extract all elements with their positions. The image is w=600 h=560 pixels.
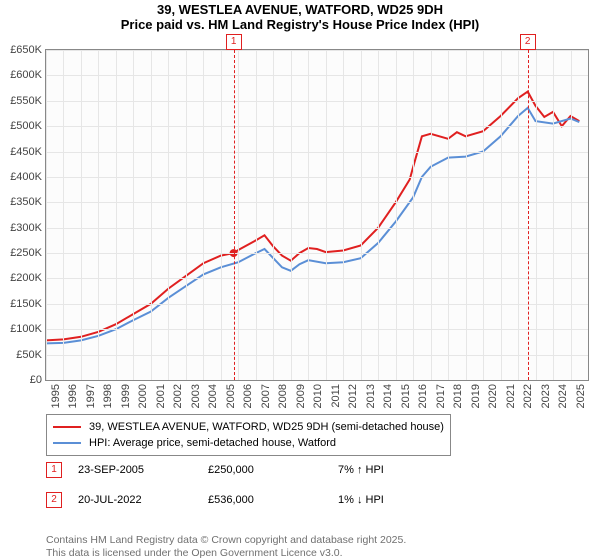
sale-price: £536,000 bbox=[208, 494, 338, 506]
x-tick-label: 2024 bbox=[557, 384, 569, 408]
x-tick-label: 2022 bbox=[522, 384, 534, 408]
x-tick-label: 2000 bbox=[137, 384, 149, 408]
x-tick-label: 2009 bbox=[295, 384, 307, 408]
x-tick-label: 2017 bbox=[435, 384, 447, 408]
x-tick-label: 2018 bbox=[452, 384, 464, 408]
x-tick-label: 1999 bbox=[120, 384, 132, 408]
x-tick-label: 2002 bbox=[172, 384, 184, 408]
y-tick-label: £550K bbox=[10, 95, 42, 107]
sale-price: £250,000 bbox=[208, 464, 338, 476]
y-tick-label: £350K bbox=[10, 196, 42, 208]
y-tick-label: £200K bbox=[10, 272, 42, 284]
legend-text: HPI: Average price, semi-detached house,… bbox=[89, 435, 336, 451]
x-tick-label: 2011 bbox=[330, 384, 342, 408]
chart-svg bbox=[46, 50, 588, 380]
y-axis: £0£50K£100K£150K£200K£250K£300K£350K£400… bbox=[0, 50, 46, 380]
legend-text: 39, WESTLEA AVENUE, WATFORD, WD25 9DH (s… bbox=[89, 419, 444, 435]
x-tick-label: 1996 bbox=[67, 384, 79, 408]
x-tick-label: 2007 bbox=[260, 384, 272, 408]
x-tick-label: 2012 bbox=[347, 384, 359, 408]
sale-delta: 1% ↓ HPI bbox=[338, 494, 458, 506]
sale-delta: 7% ↑ HPI bbox=[338, 464, 458, 476]
footer-line: This data is licensed under the Open Gov… bbox=[46, 547, 406, 560]
sale-marker-label: 1 bbox=[226, 34, 242, 50]
chart-subtitle: Price paid vs. HM Land Registry's House … bbox=[0, 17, 600, 32]
sale-marker-line bbox=[234, 50, 235, 380]
footer-line: Contains HM Land Registry data © Crown c… bbox=[46, 534, 406, 547]
x-tick-label: 2006 bbox=[242, 384, 254, 408]
y-tick-label: £100K bbox=[10, 323, 42, 335]
y-tick-label: £450K bbox=[10, 146, 42, 158]
sale-date: 23-SEP-2005 bbox=[78, 464, 208, 476]
y-tick-label: £600K bbox=[10, 69, 42, 81]
x-tick-label: 1998 bbox=[102, 384, 114, 408]
x-tick-label: 2016 bbox=[417, 384, 429, 408]
x-tick-label: 2019 bbox=[470, 384, 482, 408]
x-tick-label: 2005 bbox=[225, 384, 237, 408]
x-axis: 1995 1996 1997 1998 1999 2000 2001 2002 2003 2004… bbox=[46, 384, 588, 414]
x-tick-label: 2003 bbox=[190, 384, 202, 408]
sale-row-marker: 2 bbox=[46, 492, 62, 508]
y-tick-label: £0 bbox=[30, 374, 42, 386]
plot-area bbox=[46, 50, 588, 380]
y-tick-label: £300K bbox=[10, 222, 42, 234]
legend-row: HPI: Average price, semi-detached house,… bbox=[53, 435, 444, 451]
sale-marker-line bbox=[528, 50, 529, 380]
x-tick-label: 2015 bbox=[400, 384, 412, 408]
chart-title: 39, WESTLEA AVENUE, WATFORD, WD25 9DH bbox=[0, 2, 600, 17]
y-tick-label: £500K bbox=[10, 120, 42, 132]
series-line bbox=[46, 108, 579, 344]
x-tick-label: 2010 bbox=[312, 384, 324, 408]
x-tick-label: 2001 bbox=[155, 384, 167, 408]
sale-row: 2 20-JUL-2022£536,0001% ↓ HPI bbox=[46, 492, 458, 508]
legend-swatch bbox=[53, 426, 81, 428]
x-tick-label: 1997 bbox=[85, 384, 97, 408]
chart-title-block: 39, WESTLEA AVENUE, WATFORD, WD25 9DHPri… bbox=[0, 0, 600, 32]
x-tick-label: 2008 bbox=[277, 384, 289, 408]
y-tick-label: £650K bbox=[10, 44, 42, 56]
attribution-footer: Contains HM Land Registry data © Crown c… bbox=[46, 534, 406, 560]
x-tick-label: 1995 bbox=[50, 384, 62, 408]
sale-row-marker: 1 bbox=[46, 462, 62, 478]
sale-date: 20-JUL-2022 bbox=[78, 494, 208, 506]
legend: 39, WESTLEA AVENUE, WATFORD, WD25 9DH (s… bbox=[46, 414, 451, 456]
x-tick-label: 2020 bbox=[487, 384, 499, 408]
sale-row: 1 23-SEP-2005£250,0007% ↑ HPI bbox=[46, 462, 458, 478]
x-tick-label: 2004 bbox=[207, 384, 219, 408]
y-tick-label: £250K bbox=[10, 247, 42, 259]
legend-swatch bbox=[53, 442, 81, 444]
x-tick-label: 2023 bbox=[540, 384, 552, 408]
y-tick-label: £150K bbox=[10, 298, 42, 310]
y-tick-label: £50K bbox=[16, 349, 42, 361]
sale-marker-label: 2 bbox=[520, 34, 536, 50]
x-tick-label: 2021 bbox=[505, 384, 517, 408]
x-tick-label: 2025 bbox=[575, 384, 587, 408]
x-tick-label: 2014 bbox=[382, 384, 394, 408]
legend-row: 39, WESTLEA AVENUE, WATFORD, WD25 9DH (s… bbox=[53, 419, 444, 435]
y-tick-label: £400K bbox=[10, 171, 42, 183]
x-tick-label: 2013 bbox=[365, 384, 377, 408]
